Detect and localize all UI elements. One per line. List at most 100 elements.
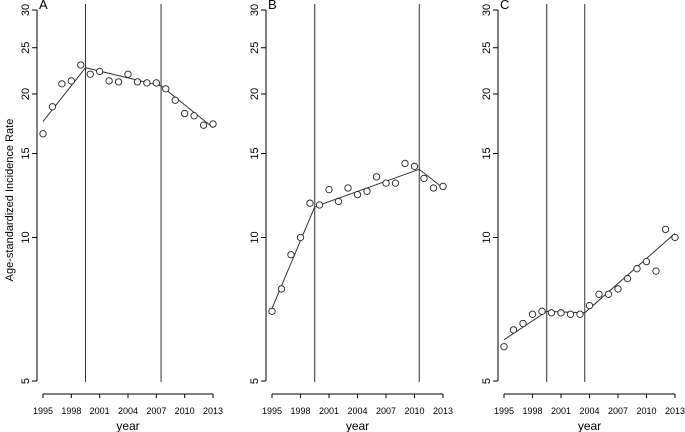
data-point [114, 78, 123, 86]
data-point [325, 185, 333, 194]
y-tick-label: 15 [249, 147, 261, 159]
y-axis-label: Age-standardized Incidence Rate [4, 119, 16, 282]
y-tick-label: 10 [249, 231, 261, 243]
x-tick-label: 1998 [61, 406, 81, 416]
x-tick-label: 1995 [262, 406, 282, 416]
y-tick-label: 5 [249, 378, 261, 384]
y-tick-label: 10 [481, 231, 493, 243]
y-tick-label: 5 [481, 378, 493, 384]
data-point [287, 251, 295, 259]
trend-line [503, 233, 676, 341]
trend-line [42, 67, 214, 128]
x-tick-label: 2013 [433, 406, 453, 416]
data-point [509, 326, 518, 334]
y-tick-label: 30 [249, 4, 261, 16]
x-tick-label: 2007 [146, 406, 166, 416]
data-point [77, 61, 85, 69]
data-point [585, 301, 594, 310]
data-point [67, 77, 75, 85]
data-point [353, 190, 362, 199]
data-point [528, 310, 537, 318]
data-point [171, 96, 179, 104]
data-point [334, 197, 343, 206]
data-point [382, 179, 390, 187]
data-point [181, 109, 189, 118]
data-point [105, 77, 113, 85]
x-tick-label: 2001 [319, 406, 339, 416]
data-point [143, 79, 151, 87]
data-point [595, 290, 603, 298]
plot-area [37, 4, 219, 387]
data-point [48, 103, 57, 111]
data-point [420, 174, 428, 183]
data-point [372, 173, 381, 181]
data-point [363, 187, 371, 195]
data-point [306, 199, 314, 207]
data-point [439, 182, 447, 191]
data-point [152, 79, 160, 87]
x-tick-label: 1995 [33, 406, 53, 416]
data-point [58, 80, 66, 88]
y-tick-label: 30 [481, 4, 493, 16]
data-point [296, 233, 305, 242]
panel-a: 5 10 15 20 25 30 1995 1998 2001 2004 2007 2010 2013 y… [20, 0, 223, 432]
x-tick-label: 2013 [203, 406, 223, 416]
panel-label: C [500, 0, 509, 12]
y-tick-label: 5 [20, 378, 32, 384]
x-tick-label: 2013 [665, 406, 685, 416]
data-point [268, 307, 276, 315]
data-point [614, 285, 622, 293]
data-point [642, 257, 651, 266]
data-point [124, 70, 132, 78]
data-point [133, 78, 142, 86]
x-tick-label: 1998 [290, 406, 310, 416]
data-point [410, 162, 419, 170]
x-tick-label: 2001 [90, 406, 110, 416]
data-point [671, 233, 679, 242]
panel-b: 5 10 15 20 25 30 1995 1998 2001 2004 2007 2010 2013 y… [249, 0, 453, 432]
data-point [162, 85, 170, 93]
x-tick-label: 2004 [118, 406, 138, 416]
x-axis-label: year [578, 419, 601, 432]
x-axis-label: year [346, 419, 369, 432]
x-tick-label: 1998 [522, 406, 542, 416]
x-tick-label: 2007 [608, 406, 628, 416]
data-point [633, 265, 641, 273]
data-point [604, 290, 613, 298]
y-tick-label: 20 [20, 88, 32, 100]
data-point [519, 319, 527, 328]
x-tick-label: 2007 [376, 406, 396, 416]
y-tick-label: 25 [481, 42, 493, 54]
y-tick-label: 15 [481, 147, 493, 159]
data-point [566, 310, 575, 318]
data-point [538, 307, 546, 315]
x-tick-label: 2010 [175, 406, 195, 416]
data-point [199, 121, 208, 129]
data-point [190, 112, 198, 120]
data-point [315, 201, 324, 209]
data-point [209, 120, 217, 128]
data-point [344, 184, 352, 192]
data-point [401, 159, 409, 168]
panel-c: 5 10 15 20 25 30 1995 1998 2001 2004 2007 2010 2013 y… [481, 0, 685, 432]
data-point [557, 309, 565, 317]
panel-label: B [268, 0, 277, 12]
data-point [429, 184, 438, 192]
data-point [661, 225, 670, 234]
x-tick-label: 2001 [551, 406, 571, 416]
y-tick-label: 30 [20, 4, 32, 16]
data-point [623, 274, 632, 283]
data-point [547, 309, 556, 317]
y-tick-label: 25 [249, 42, 261, 54]
x-tick-label: 2004 [347, 406, 367, 416]
panel-label: A [39, 0, 48, 12]
y-tick-label: 10 [20, 231, 32, 243]
x-tick-label: 2004 [579, 406, 599, 416]
data-point [500, 343, 508, 351]
data-point [652, 267, 660, 275]
x-axis-label: year [116, 419, 139, 432]
x-tick-label: 1995 [494, 406, 514, 416]
y-tick-label: 15 [20, 147, 32, 159]
data-point [96, 67, 104, 76]
